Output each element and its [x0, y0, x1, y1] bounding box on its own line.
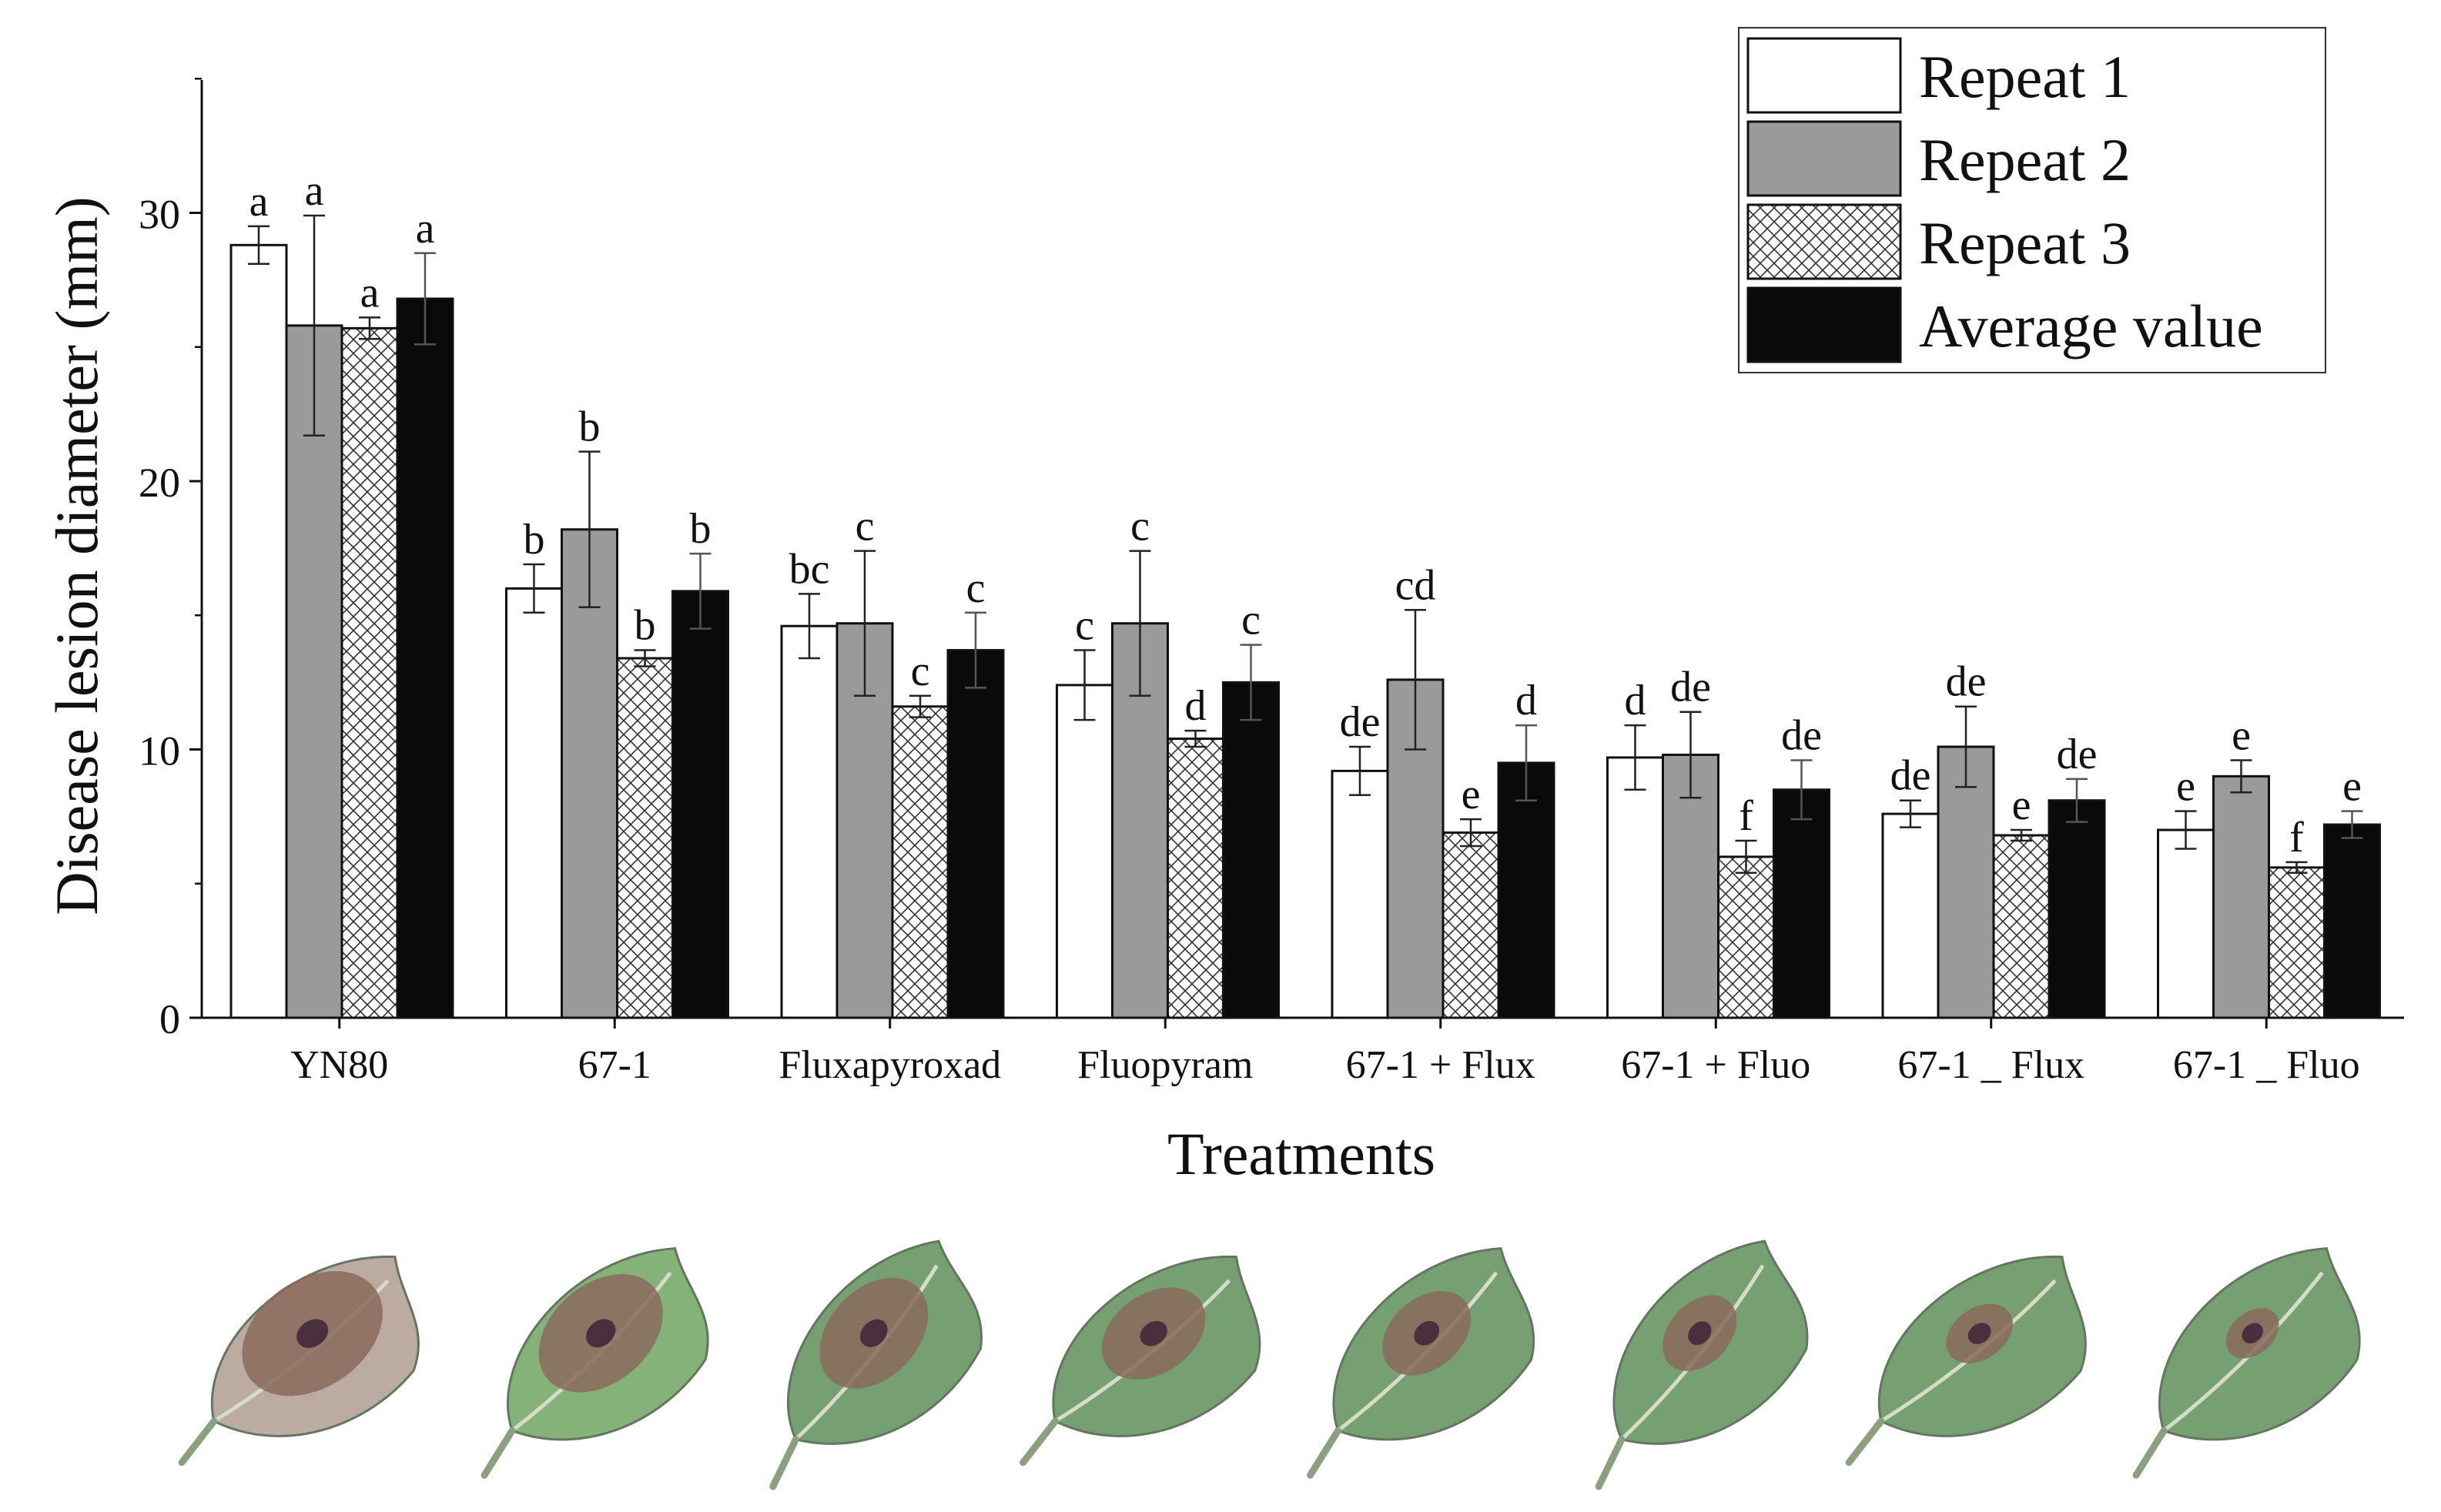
bar — [1441, 831, 1500, 1019]
y-axis-title: Disease lesion diameter (mm) — [43, 196, 110, 915]
y-tick-label: 30 — [139, 192, 180, 238]
significance-letter: b — [690, 505, 712, 553]
leaf-photo — [1845, 1256, 2087, 1467]
significance-letter: de — [1670, 664, 1711, 711]
legend-swatch-repeat-1 — [1746, 37, 1902, 114]
x-axis-title: Treatments — [1167, 1120, 1435, 1187]
x-tick-label: YN80 — [290, 1043, 388, 1087]
leaf-photo — [1595, 1239, 1809, 1490]
bar — [2157, 828, 2215, 1019]
bar — [1606, 756, 1664, 1019]
bar — [1937, 745, 1995, 1019]
significance-letter: b — [635, 602, 656, 650]
legend-swatch-repeat-2 — [1746, 120, 1902, 197]
bar — [2323, 823, 2381, 1019]
leaf-photo — [178, 1256, 420, 1467]
significance-letter: c — [911, 647, 930, 695]
bar — [229, 243, 288, 1019]
significance-letter: a — [360, 269, 380, 316]
significance-letter: d — [1185, 682, 1207, 730]
bar — [1992, 834, 2051, 1019]
significance-letter: c — [966, 564, 986, 612]
leaf-photo — [1020, 1256, 1261, 1467]
legend-swatch-average — [1746, 286, 1902, 363]
bar — [891, 705, 949, 1019]
significance-letter: a — [249, 178, 269, 226]
legend-swatch-repeat-3 — [1746, 203, 1902, 280]
bar — [780, 624, 839, 1019]
bar — [946, 649, 1005, 1019]
bar — [396, 297, 454, 1019]
x-tick-label: 67-1 _ Flux — [1897, 1043, 2084, 1087]
x-tick-label: Fluxapyroxad — [779, 1043, 1001, 1087]
significance-letter: bc — [789, 545, 830, 593]
x-tick-label: 67-1 — [578, 1043, 651, 1087]
bar — [1331, 769, 1389, 1019]
significance-letter: c — [856, 503, 875, 550]
x-ticks: YN80 67-1 Fluxapyroxad Fluopyram 67-1 + Flux… — [290, 1018, 2360, 1087]
bars — [229, 243, 2381, 1019]
significance-letter: a — [416, 205, 435, 253]
bar — [1717, 855, 1775, 1019]
x-tick-label: 67-1 + Fluo — [1621, 1043, 1810, 1087]
bar — [2212, 774, 2270, 1019]
significance-letter: b — [579, 403, 601, 451]
legend-label-repeat-2: Repeat 2 — [1919, 126, 2131, 193]
leaf-photos — [178, 1239, 2361, 1490]
significance-letter: de — [1781, 711, 1822, 759]
bar — [505, 587, 563, 1019]
significance-letter: e — [2232, 711, 2251, 759]
significance-letter: de — [1890, 752, 1931, 800]
bar — [340, 326, 399, 1019]
significance-letter: c — [1130, 503, 1150, 550]
bar — [2268, 866, 2325, 1019]
legend: Repeat 1 Repeat 2 Repeat 3 Average value — [1738, 27, 2326, 373]
significance-letter: f — [1739, 792, 1753, 840]
bar — [1881, 812, 1940, 1019]
significance-letter: e — [2342, 763, 2362, 811]
significance-letter: f — [2289, 814, 2304, 861]
bar — [2048, 799, 2106, 1019]
x-tick-label: 67-1 _ Fluo — [2173, 1043, 2360, 1087]
leaf-photo — [480, 1246, 709, 1479]
y-tick-label: 0 — [159, 996, 180, 1042]
y-ticks: 0 10 20 30 — [139, 78, 202, 1042]
significance-letter: de — [2057, 731, 2098, 778]
bar — [561, 528, 618, 1019]
bar — [1056, 684, 1113, 1019]
significance-letter: e — [2176, 763, 2195, 811]
significance-letter: c — [1075, 602, 1094, 650]
significance-letter: cd — [1395, 561, 1436, 609]
y-tick-label: 20 — [139, 460, 180, 506]
leaf-photo — [2132, 1246, 2361, 1479]
y-tick-label: 10 — [139, 728, 180, 774]
significance-letter: e — [1462, 771, 1481, 818]
x-tick-label: Fluopyram — [1077, 1043, 1253, 1087]
bar — [671, 590, 729, 1019]
bar — [1773, 788, 1830, 1019]
legend-label-repeat-3: Repeat 3 — [1919, 209, 2131, 276]
significance-letter: d — [1625, 677, 1646, 724]
bar — [1222, 681, 1280, 1019]
significance-letter: c — [1241, 597, 1261, 644]
significance-letter: e — [2012, 781, 2031, 829]
error-bars — [248, 214, 2363, 875]
significance-letter: b — [524, 516, 545, 564]
legend-label-average: Average value — [1919, 293, 2263, 360]
significance-letter: de — [1340, 698, 1381, 746]
bar — [1167, 738, 1224, 1019]
significance-letter: d — [1515, 677, 1537, 724]
bar — [1497, 761, 1555, 1019]
bar — [616, 657, 674, 1019]
x-tick-label: 67-1 + Flux — [1346, 1043, 1535, 1087]
legend-label-repeat-1: Repeat 1 — [1919, 43, 2131, 110]
significance-letter: de — [1946, 658, 1987, 706]
significance-letter: a — [305, 167, 324, 215]
leaf-photo — [769, 1239, 983, 1490]
leaf-photo — [1307, 1246, 1535, 1479]
